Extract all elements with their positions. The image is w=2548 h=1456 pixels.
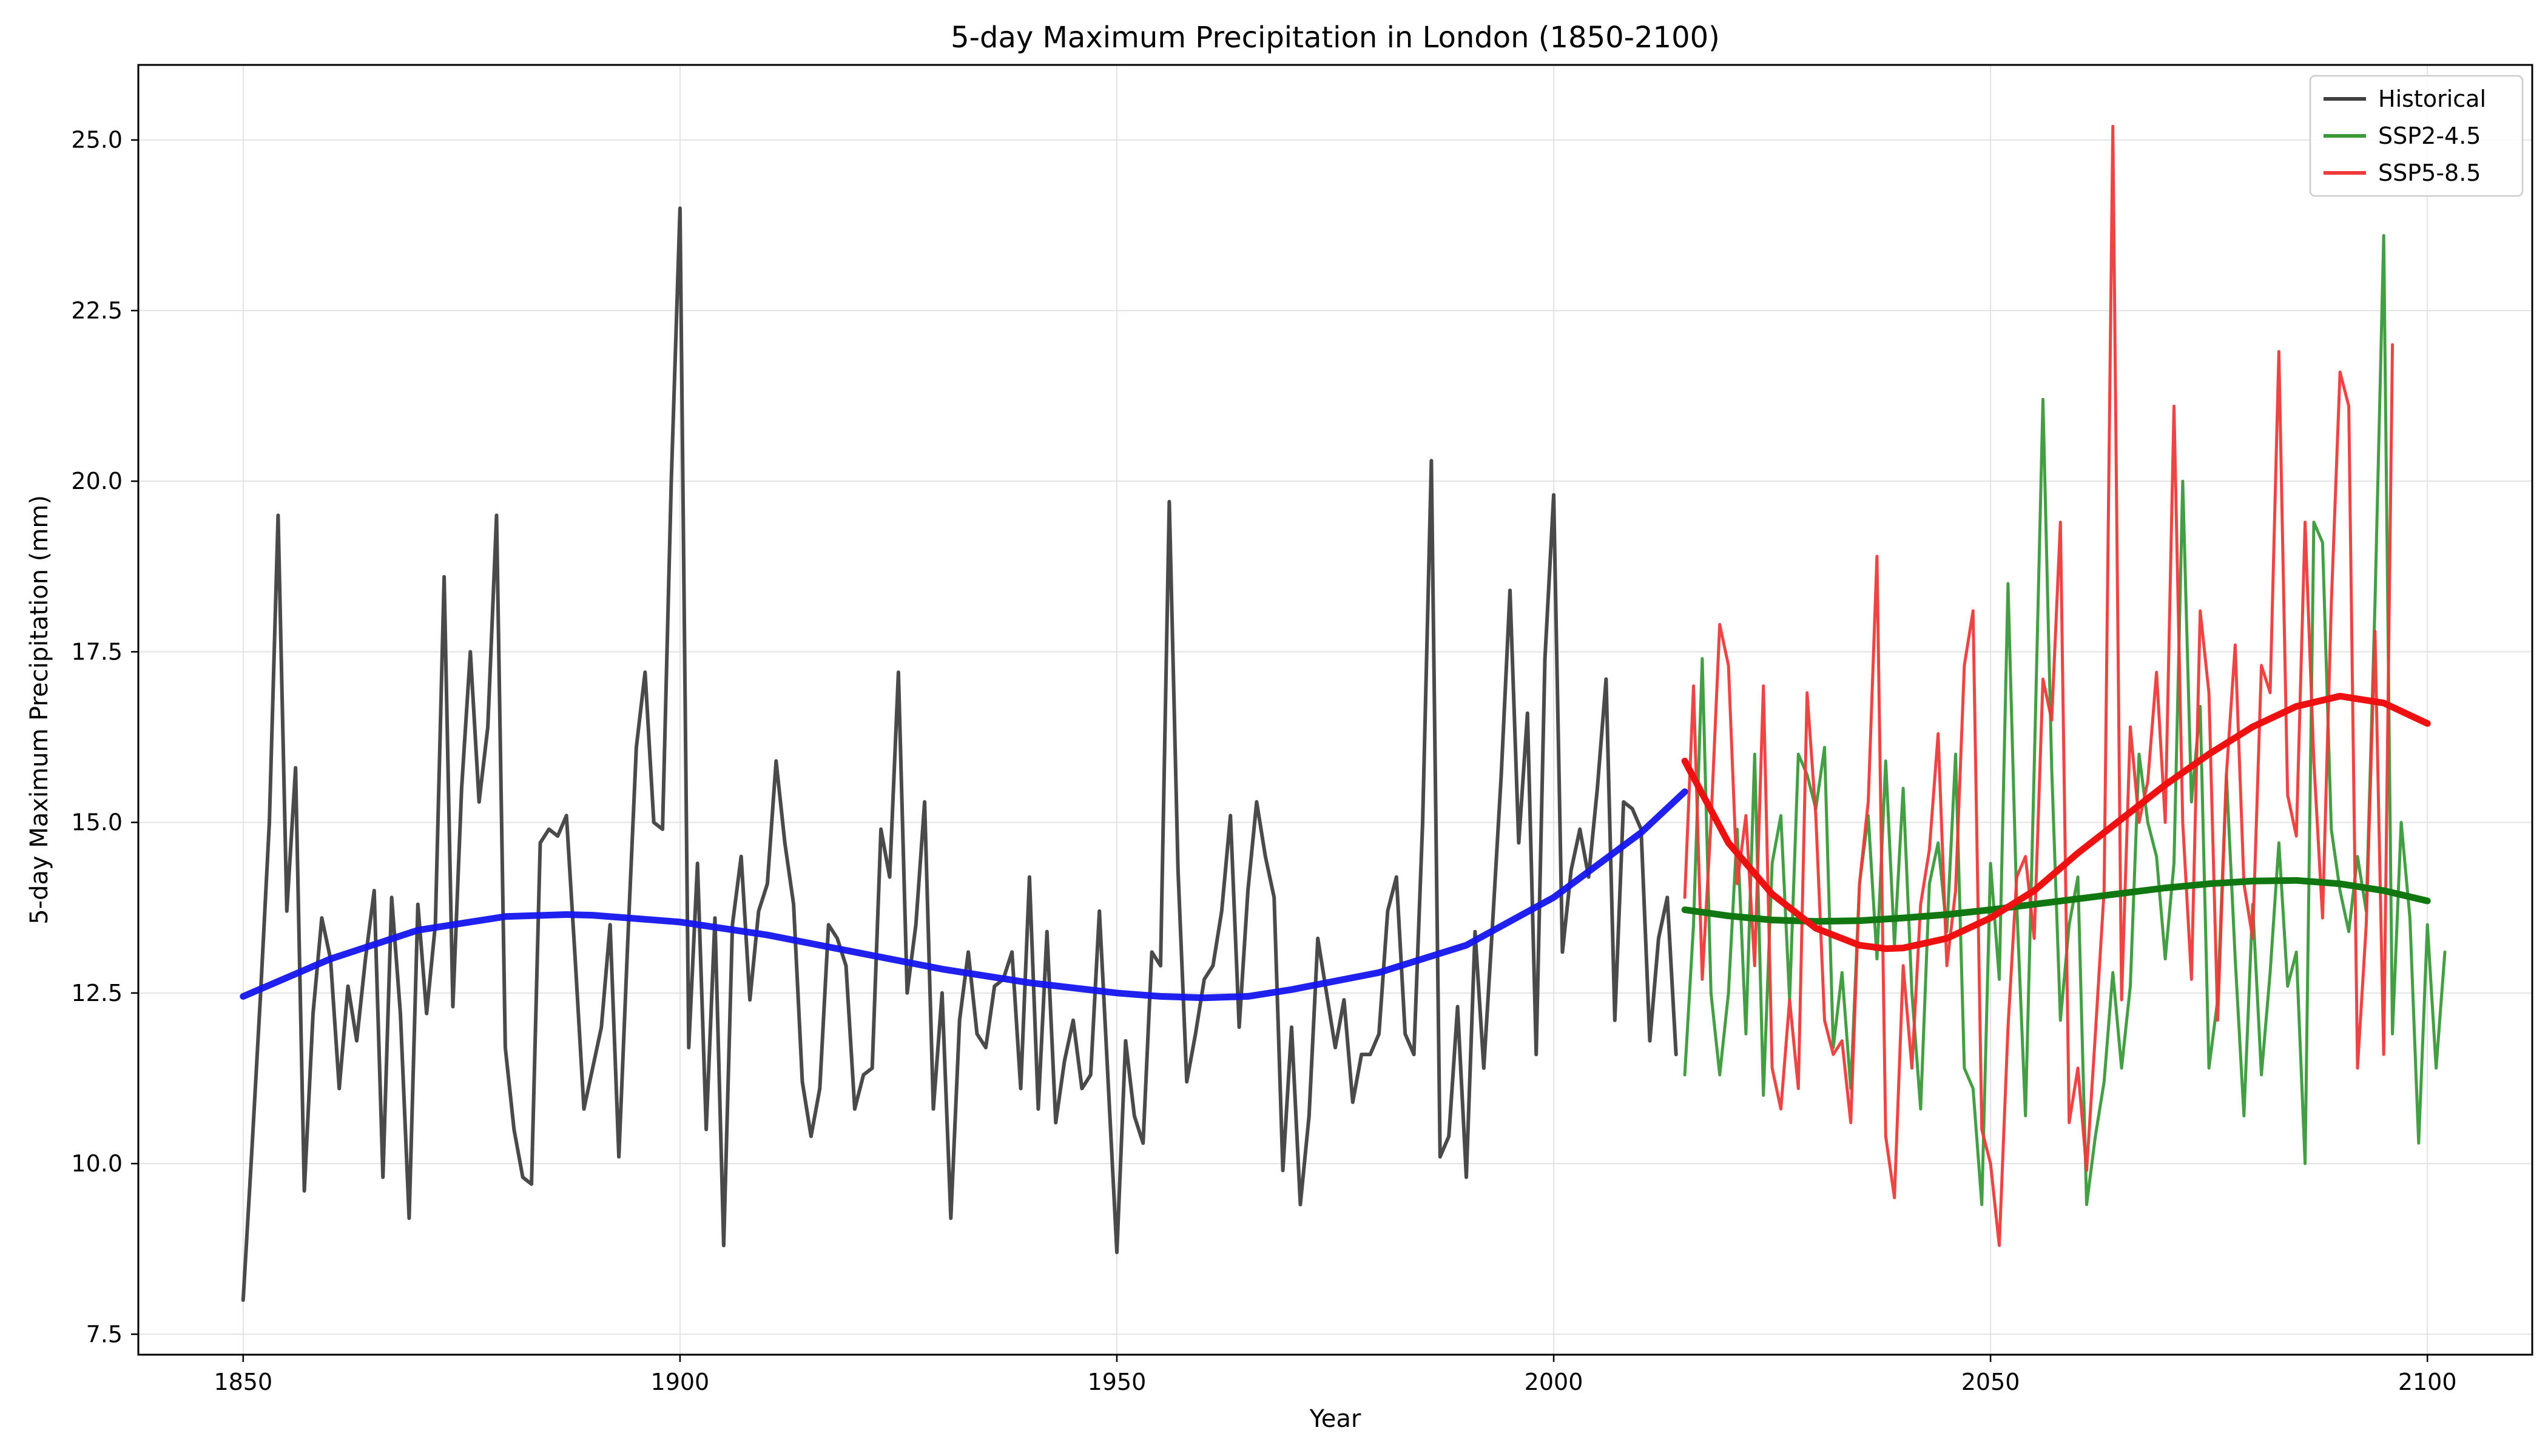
x-tick-label: 1850	[214, 1369, 272, 1395]
x-tick-label: 1950	[1088, 1369, 1147, 1395]
x-axis-label: Year	[1309, 1405, 1361, 1433]
x-tick-label: 2050	[1961, 1369, 2020, 1395]
y-tick-label: 7.5	[86, 1321, 123, 1347]
x-tick-label: 2100	[2398, 1369, 2457, 1395]
y-tick-label: 22.5	[71, 297, 123, 324]
series-line-ssp5-8-5	[1683, 124, 2395, 1247]
legend-box	[2309, 75, 2524, 197]
x-tick-label: 1900	[651, 1369, 710, 1395]
legend-label: SSP5-8.5	[2378, 160, 2481, 186]
axis-ticks: 1850 1900 1950 2000 2050 2100 7.5 10.0 12.5 15.0 1…	[71, 127, 2456, 1395]
y-tick-label: 17.5	[71, 638, 123, 665]
y-tick-label: 12.5	[71, 980, 123, 1006]
y-tick-label: 15.0	[71, 809, 123, 836]
series-line-ssp2-4-5	[1683, 234, 2447, 1206]
plot-frame	[137, 64, 2533, 1356]
y-tick-label: 20.0	[71, 468, 123, 494]
series-line-historical	[241, 206, 1678, 1302]
chart-title: 5-day Maximum Precipitation in London (1…	[951, 21, 1720, 55]
x-tick-label: 2000	[1525, 1369, 1583, 1395]
legend: Historical SSP2-4.5 SSP5-8.5	[2309, 75, 2524, 197]
series-lines	[240, 124, 2447, 1302]
y-axis-label: 5-day Maximum Precipitation (mm)	[25, 495, 53, 925]
legend-label: Historical	[2378, 86, 2486, 112]
series-line-ssp5-8-5-trend	[1681, 693, 2431, 952]
legend-label: SSP2-4.5	[2378, 123, 2481, 149]
y-tick-label: 25.0	[71, 127, 123, 153]
series-line-historical-trend	[240, 788, 1688, 1002]
y-tick-label: 10.0	[71, 1150, 123, 1177]
